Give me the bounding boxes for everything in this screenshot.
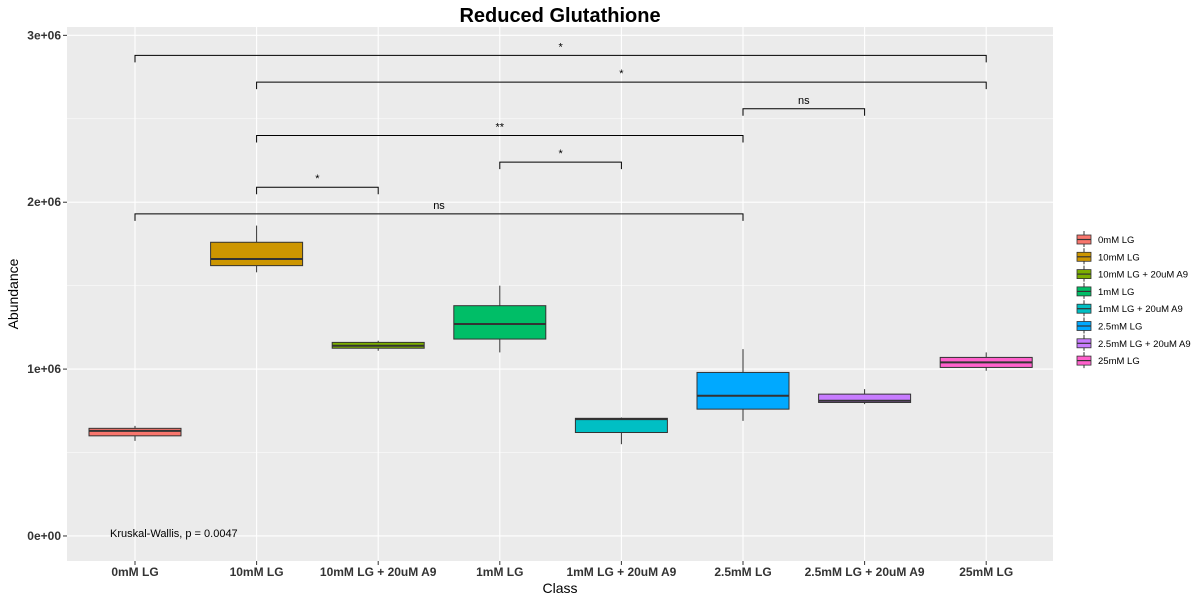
comparison-bracket [256,134,744,143]
comparison-label: * [558,41,563,53]
box-1 [210,225,304,273]
x-axis: 0mM LG 10mM LG 10mM LG + 20uM A9 1mM LG 1mM … [111,561,1013,579]
comparison-bracket [256,186,379,195]
comparison-0: * [134,41,987,63]
box-body [88,427,182,437]
comparison-label: ns [798,95,810,107]
box-7 [939,352,1033,371]
chart-title: Reduced Glutathione [459,5,660,27]
legend-label: 10mM LG [1098,252,1140,263]
x-tick-label: 2.5mM LG + 20uM A9 [805,565,925,579]
x-axis-title: Class [542,580,577,596]
legend-item-4: 1mM LG + 20uM A9 [1076,300,1183,317]
legend-item-0: 0mM LG [1076,231,1134,247]
legend-item-1: 10mM LG [1076,248,1140,265]
box-body [453,305,547,340]
comparison-5: * [256,173,379,195]
box-series [88,225,1033,445]
comparison-bracket [134,213,744,221]
comparison-4: * [499,148,622,170]
comparison-bracket [134,54,987,63]
comparison-label: ns [433,200,445,212]
box-body [696,371,790,410]
legend-item-3: 1mM LG [1076,282,1134,299]
y-tick-label: 0e+00 [27,529,61,543]
x-tick-label: 1mM LG [476,565,523,579]
legend-item-6: 2.5mM LG + 20uM A9 [1076,334,1191,351]
legend: 0mM LG 10mM LG 10mM LG + 20uM A9 1mM LG 1mM … [1076,231,1191,369]
comparison-bracket [742,108,866,116]
panel-background [67,27,1053,561]
y-tick-label: 3e+06 [27,28,61,42]
box-6 [818,389,912,405]
comparison-label: * [619,68,624,80]
box-3 [453,285,547,353]
legend-label: 1mM LG + 20uM A9 [1098,304,1183,315]
y-axis: 0e+00 1e+06 2e+06 3e+06 [27,28,67,543]
comparison-1: * [256,68,987,90]
box-0 [88,425,182,441]
kruskal-wallis-annotation: Kruskal-Wallis, p = 0.0047 [110,528,238,540]
y-axis-title: Abundance [5,258,21,329]
legend-label: 25mM LG [1098,356,1140,367]
legend-label: 1mM LG [1098,287,1134,298]
y-tick-label: 1e+06 [27,362,61,376]
legend-label: 2.5mM LG [1098,322,1142,333]
comparison-label: * [315,173,320,185]
comparison-label: * [558,148,563,160]
box-2 [331,340,425,351]
legend-label: 0mM LG [1098,235,1134,246]
comparison-label: ** [496,121,505,133]
box-body [818,393,912,403]
box-body [210,241,304,267]
x-tick-label: 2.5mM LG [714,565,771,579]
legend-item-5: 2.5mM LG [1076,317,1142,334]
comparison-6: ns [134,200,744,221]
grid-lines [67,27,1053,561]
box-body [574,417,668,434]
comparison-2: ns [742,95,866,116]
comparison-bracket [499,161,622,170]
box-4 [574,417,668,445]
legend-item-2: 10mM LG + 20uM A9 [1076,265,1188,282]
legend-item-7: 25mM LG [1076,352,1140,369]
x-tick-label: 0mM LG [111,565,158,579]
x-tick-label: 1mM LG + 20uM A9 [566,565,676,579]
significance-brackets: **ns****ns [134,41,987,221]
legend-label: 10mM LG + 20uM A9 [1098,270,1188,281]
y-tick-label: 2e+06 [27,195,61,209]
comparison-bracket [256,81,987,90]
box-5 [696,349,790,421]
comparison-3: ** [256,121,744,143]
x-tick-label: 10mM LG [230,565,284,579]
x-tick-label: 10mM LG + 20uM A9 [320,565,437,579]
legend-label: 2.5mM LG + 20uM A9 [1098,339,1191,350]
x-tick-label: 25mM LG [959,565,1013,579]
